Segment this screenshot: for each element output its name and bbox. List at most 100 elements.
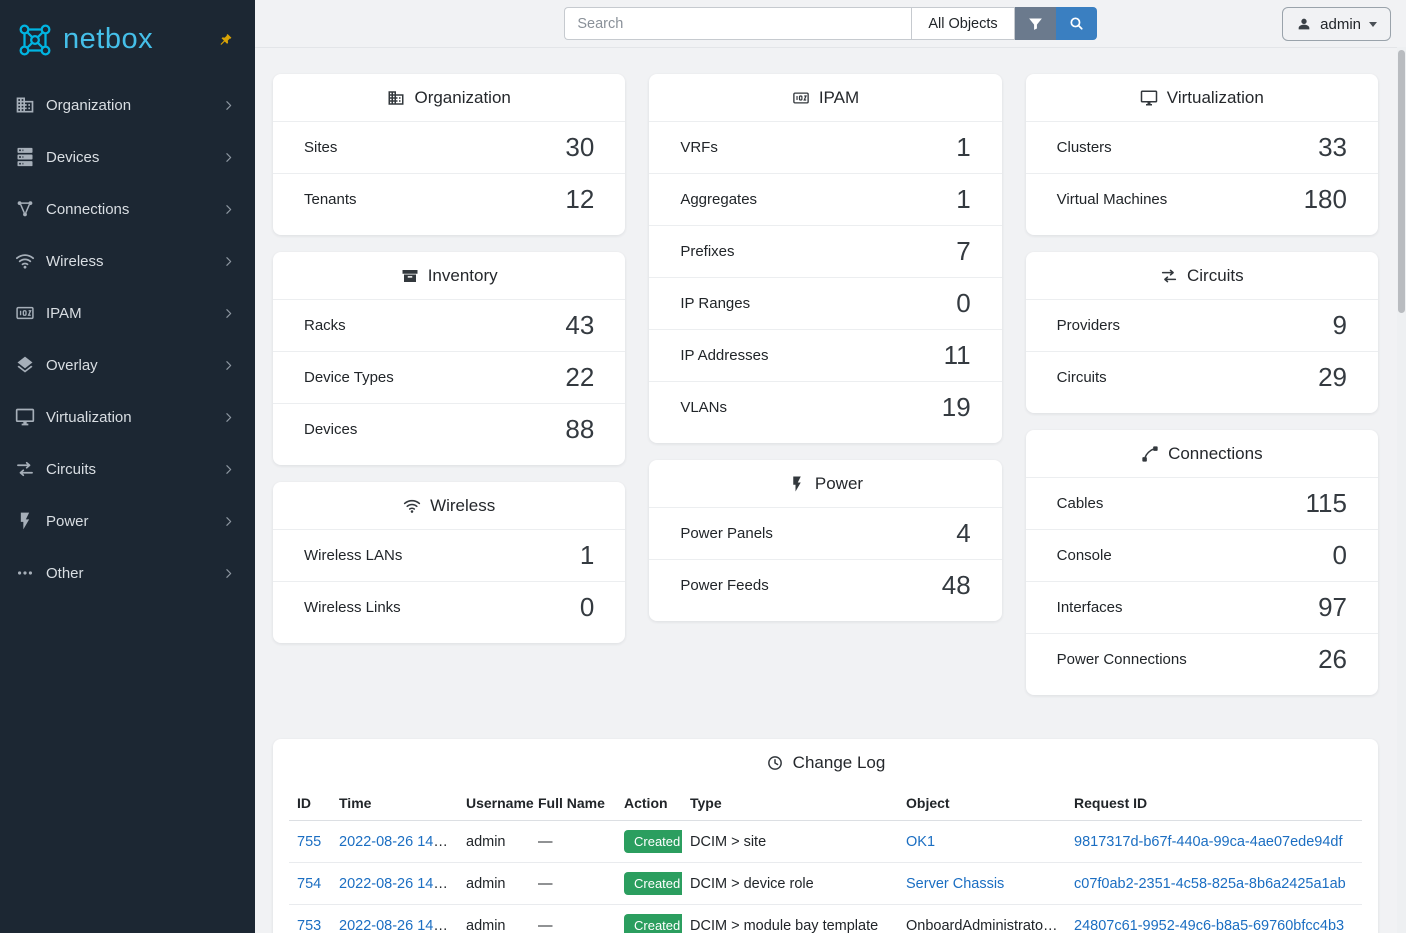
sidebar-item-circuits[interactable]: Circuits — [0, 443, 255, 495]
stat-row-wireless-lans[interactable]: Wireless LANs 1 — [273, 529, 626, 581]
stat-row-prefixes[interactable]: Prefixes 7 — [649, 225, 1002, 277]
search-group: All Objects — [564, 7, 1097, 40]
stat-row-providers[interactable]: Providers 9 — [1025, 299, 1378, 351]
sidebar-item-label: Devices — [46, 148, 100, 166]
caret-down-icon — [1369, 21, 1377, 27]
stat-row-wireless-links[interactable]: Wireless Links 0 — [273, 581, 626, 633]
stat-row-vrfs[interactable]: VRFs 1 — [649, 121, 1002, 173]
col-header-id: ID — [289, 786, 331, 821]
change-id-link[interactable]: 753 — [297, 917, 322, 933]
cell-id: 754 — [289, 862, 331, 905]
circuits-card: Circuits Providers 9 Circuits 29 — [1025, 252, 1378, 413]
card-title: Connections — [1026, 430, 1378, 477]
stat-value: 180 — [1303, 184, 1347, 214]
topbar: All Objects admin — [255, 0, 1406, 48]
stat-row-cables[interactable]: Cables 115 — [1025, 477, 1378, 529]
stat-row-power-connections[interactable]: Power Connections 26 — [1025, 633, 1378, 685]
cell-request-id: 9817317d-b67f-440a-99ca-4ae07ede94df — [1066, 820, 1362, 863]
stat-row-sites[interactable]: Sites 30 — [273, 121, 626, 173]
stat-list: Sites 30 Tenants 12 — [273, 121, 626, 235]
object-link[interactable]: Server Chassis — [906, 875, 1005, 892]
server-icon — [15, 147, 35, 167]
sidebar-item-power[interactable]: Power — [0, 495, 255, 547]
sidebar-item-connections[interactable]: Connections — [0, 183, 255, 235]
connections-card: Connections Cables 115 Console 0 Interfa… — [1025, 430, 1378, 695]
scrollbar-thumb[interactable] — [1398, 50, 1405, 313]
building-icon — [15, 95, 35, 115]
stat-list: Cables 115 Console 0 Interfaces 97 Pow — [1025, 477, 1378, 695]
stat-row-virtual-machines[interactable]: Virtual Machines 180 — [1025, 173, 1378, 225]
changelog-row: 754 2022-08-26 14:17 admin — Created DCI… — [289, 862, 1362, 905]
cell-username: admin — [458, 904, 530, 933]
stat-row-ip-ranges[interactable]: IP Ranges 0 — [649, 277, 1002, 329]
bolt-icon — [15, 511, 35, 531]
sidebar-item-organization[interactable]: Organization — [0, 79, 255, 131]
object-type-dropdown[interactable]: All Objects — [911, 7, 1015, 40]
card-title-text: Virtualization — [1166, 88, 1264, 107]
cell-action: Created — [616, 820, 682, 863]
sidebar-item-devices[interactable]: Devices — [0, 131, 255, 183]
stat-value: 43 — [565, 310, 595, 340]
stat-row-circuits[interactable]: Circuits 29 — [1025, 351, 1378, 403]
card-title-text: Organization — [414, 88, 511, 107]
sidebar-item-other[interactable]: Other — [0, 547, 255, 599]
stat-row-console[interactable]: Console 0 — [1025, 529, 1378, 581]
stat-row-clusters[interactable]: Clusters 33 — [1025, 121, 1378, 173]
sidebar-item-overlay[interactable]: Overlay — [0, 339, 255, 391]
change-time-link[interactable]: 2022-08-26 14:15 — [339, 917, 454, 933]
request-id-link[interactable]: 24807c61-9952-49c6-b8a5-69760bfcc4b3 — [1074, 917, 1345, 933]
filter-button[interactable] — [1014, 7, 1056, 40]
stat-value: 0 — [1332, 540, 1347, 570]
card-title-text: Connections — [1168, 444, 1263, 463]
stat-row-power-feeds[interactable]: Power Feeds 48 — [649, 559, 1002, 611]
change-time-link[interactable]: 2022-08-26 14:17 — [339, 875, 454, 892]
change-id-link[interactable]: 755 — [297, 833, 322, 850]
inventory-card: Inventory Racks 43 Device Types 22 Devic… — [273, 252, 626, 465]
stat-row-power-panels[interactable]: Power Panels 4 — [649, 507, 1002, 559]
stat-label: Power Panels — [680, 525, 773, 542]
request-id-link[interactable]: c07f0ab2-2351-4c58-825a-8b6a2425a1ab — [1074, 875, 1346, 892]
stat-row-ip-addresses[interactable]: IP Addresses 11 — [649, 329, 1002, 381]
stat-row-racks[interactable]: Racks 43 — [273, 299, 626, 351]
card-title: Circuits — [1026, 252, 1378, 299]
sidebar-nav: Organization Devices Connections Wireles… — [0, 79, 255, 599]
sidebar-item-ipam[interactable]: IPAM — [0, 287, 255, 339]
chevron-right-icon — [222, 203, 235, 216]
cell-username: admin — [458, 820, 530, 863]
stat-row-device-types[interactable]: Device Types 22 — [273, 351, 626, 403]
sidebar-item-virtualization[interactable]: Virtualization — [0, 391, 255, 443]
change-id-link[interactable]: 754 — [297, 875, 322, 892]
user-menu-button[interactable]: admin — [1282, 7, 1391, 41]
stat-value: 7 — [956, 236, 971, 266]
stat-row-interfaces[interactable]: Interfaces 97 — [1025, 581, 1378, 633]
stat-label: Interfaces — [1056, 599, 1123, 616]
change-time-link[interactable]: 2022-08-26 14:22 — [339, 833, 454, 850]
stat-row-devices[interactable]: Devices 88 — [273, 403, 626, 455]
stat-row-tenants[interactable]: Tenants 12 — [273, 173, 626, 225]
stat-row-vlans[interactable]: VLANs 19 — [649, 381, 1002, 433]
stat-row-aggregates[interactable]: Aggregates 1 — [649, 173, 1002, 225]
card-title-text: Change Log — [792, 753, 886, 772]
netbox-logo[interactable]: netbox — [14, 19, 153, 61]
pin-sidebar-icon[interactable] — [217, 32, 233, 48]
cell-username: admin — [458, 862, 530, 905]
request-id-link[interactable]: 9817317d-b67f-440a-99ca-4ae07ede94df — [1074, 833, 1343, 850]
search-button[interactable] — [1055, 7, 1097, 40]
stat-list: Clusters 33 Virtual Machines 180 — [1025, 121, 1378, 235]
stat-value: 19 — [941, 392, 971, 422]
object-link[interactable]: OK1 — [906, 833, 936, 850]
stat-list: Providers 9 Circuits 29 — [1025, 299, 1378, 413]
col-header-time: Time — [331, 786, 458, 821]
search-input[interactable] — [564, 7, 912, 40]
monitor-icon — [15, 407, 35, 427]
cell-id: 755 — [289, 820, 331, 863]
sidebar-item-label: Virtualization — [46, 408, 132, 426]
stat-value: 4 — [956, 518, 971, 548]
stat-value: 26 — [1318, 644, 1347, 674]
person-icon — [1296, 16, 1312, 32]
dashboard-column-3: Virtualization Clusters 33 Virtual Machi… — [1025, 74, 1378, 695]
stat-label: Clusters — [1056, 139, 1112, 156]
sidebar-item-wireless[interactable]: Wireless — [0, 235, 255, 287]
cell-request-id: c07f0ab2-2351-4c58-825a-8b6a2425a1ab — [1066, 862, 1362, 905]
bolt-icon — [788, 475, 806, 493]
